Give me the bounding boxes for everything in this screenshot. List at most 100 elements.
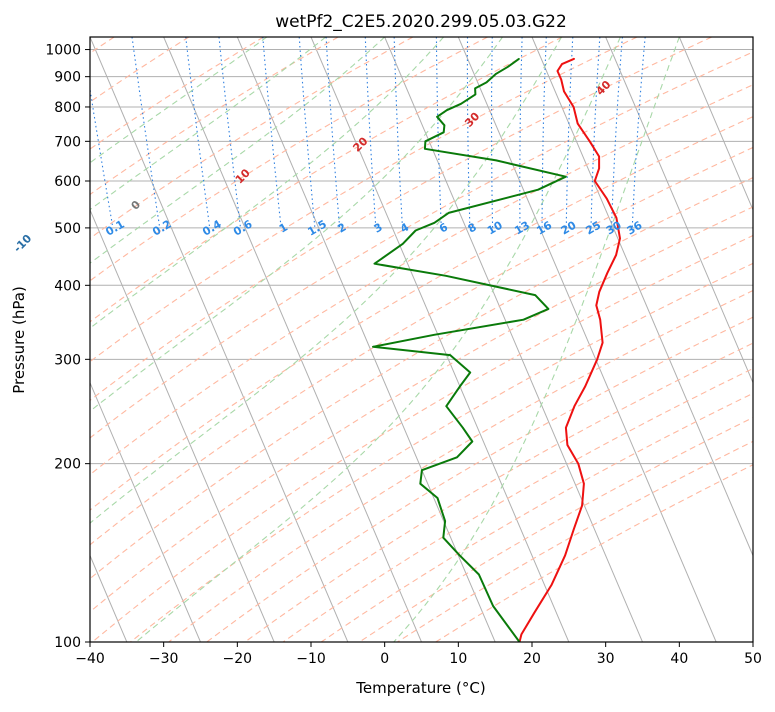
temperature-point <box>589 141 590 142</box>
dewpoint-point <box>372 346 373 347</box>
y-tick-label: 900 <box>54 70 81 86</box>
y-tick-label: 100 <box>54 635 81 651</box>
temperature-point <box>567 444 568 445</box>
y-tick-label: 700 <box>54 134 81 150</box>
temperature-point <box>551 584 552 585</box>
temperature-point <box>561 64 562 65</box>
dewpoint-point <box>475 94 476 95</box>
dewpoint-point <box>460 103 461 104</box>
temperature-point <box>599 156 600 157</box>
temperature-point <box>583 483 584 484</box>
dewpoint-point <box>374 263 375 264</box>
y-tick-label: 800 <box>54 100 81 116</box>
temperature-point <box>607 272 608 273</box>
temperature-point <box>573 106 574 107</box>
temperature-point <box>596 305 597 306</box>
x-tick-label: 40 <box>670 651 688 667</box>
dewpoint-point <box>425 141 426 142</box>
y-tick-label: 500 <box>54 221 81 237</box>
dewpoint-point <box>472 441 473 442</box>
y-tick-label: 600 <box>54 174 81 190</box>
dewpoint-point <box>475 88 476 89</box>
x-tick-label: −40 <box>75 651 105 667</box>
dewpoint-point <box>519 58 520 59</box>
y-tick-label: 200 <box>54 457 81 473</box>
dewpoint-point <box>486 82 487 83</box>
temperature-point <box>599 291 600 292</box>
dewpoint-point <box>459 555 460 556</box>
temperature-point <box>574 58 575 59</box>
temperature-point <box>563 91 564 92</box>
temperature-point <box>602 342 603 343</box>
dewpoint-point <box>470 372 471 373</box>
temperature-point <box>594 180 595 181</box>
x-tick-label: 30 <box>597 651 615 667</box>
dewpoint-point <box>424 148 425 149</box>
temperature-point <box>585 386 586 387</box>
dewpoint-point <box>420 483 421 484</box>
temperature-point <box>565 427 566 428</box>
x-axis-label: Temperature (°C) <box>355 679 485 697</box>
x-tick-label: 10 <box>449 651 467 667</box>
temperature-point <box>616 254 617 255</box>
y-tick-label: 1000 <box>45 43 81 59</box>
temperature-point <box>600 319 601 320</box>
dewpoint-point <box>450 355 451 356</box>
y-tick-label: 300 <box>54 352 81 368</box>
temperature-point <box>599 168 600 169</box>
dewpoint-point <box>523 319 524 320</box>
y-axis-label: Pressure (hPa) <box>10 286 28 394</box>
y-tick-label: 400 <box>54 278 81 294</box>
x-tick-label: −30 <box>149 651 179 667</box>
temperature-point <box>534 612 535 613</box>
temperature-point <box>582 505 583 506</box>
temperature-point <box>561 79 562 80</box>
dewpoint-point <box>448 212 449 213</box>
dewpoint-point <box>421 470 422 471</box>
dewpoint-point <box>437 497 438 498</box>
dewpoint-point <box>434 334 435 335</box>
x-tick-label: 20 <box>523 651 541 667</box>
dewpoint-point <box>437 116 438 117</box>
dewpoint-point <box>443 132 444 133</box>
dewpoint-point <box>459 386 460 387</box>
dewpoint-point <box>535 295 536 296</box>
temperature-point <box>573 529 574 530</box>
x-tick-label: −10 <box>296 651 326 667</box>
dewpoint-point <box>538 189 539 190</box>
dewpoint-point <box>415 230 416 231</box>
dewpoint-point <box>445 275 446 276</box>
dewpoint-point <box>434 222 435 223</box>
temperature-point <box>578 463 579 464</box>
temperature-point <box>521 634 522 635</box>
temperature-point <box>574 406 575 407</box>
dewpoint-point <box>446 110 447 111</box>
dewpoint-point <box>444 125 445 126</box>
x-tick-label: −20 <box>223 651 253 667</box>
temperature-point <box>577 123 578 124</box>
dewpoint-point <box>507 66 508 67</box>
temperature-point <box>565 555 566 556</box>
x-tick-label: 50 <box>744 651 762 667</box>
dewpoint-point <box>462 427 463 428</box>
x-tick-label: 0 <box>380 651 389 667</box>
dewpoint-point <box>402 243 403 244</box>
temperature-point <box>619 238 620 239</box>
chart-title: wetPf2_C2E5.2020.299.05.03.G22 <box>275 12 567 32</box>
dewpoint-point <box>493 605 494 606</box>
temperature-point <box>597 359 598 360</box>
dewpoint-point <box>565 176 566 177</box>
temperature-point <box>606 198 607 199</box>
dewpoint-point <box>446 406 447 407</box>
dewpoint-point <box>443 537 444 538</box>
dewpoint-point <box>445 521 446 522</box>
dewpoint-point <box>513 62 514 63</box>
temperature-point <box>557 70 558 71</box>
dewpoint-point <box>456 457 457 458</box>
dewpoint-point <box>478 574 479 575</box>
dewpoint-point <box>548 308 549 309</box>
dewpoint-point <box>496 160 497 161</box>
dewpoint-point <box>496 73 497 74</box>
